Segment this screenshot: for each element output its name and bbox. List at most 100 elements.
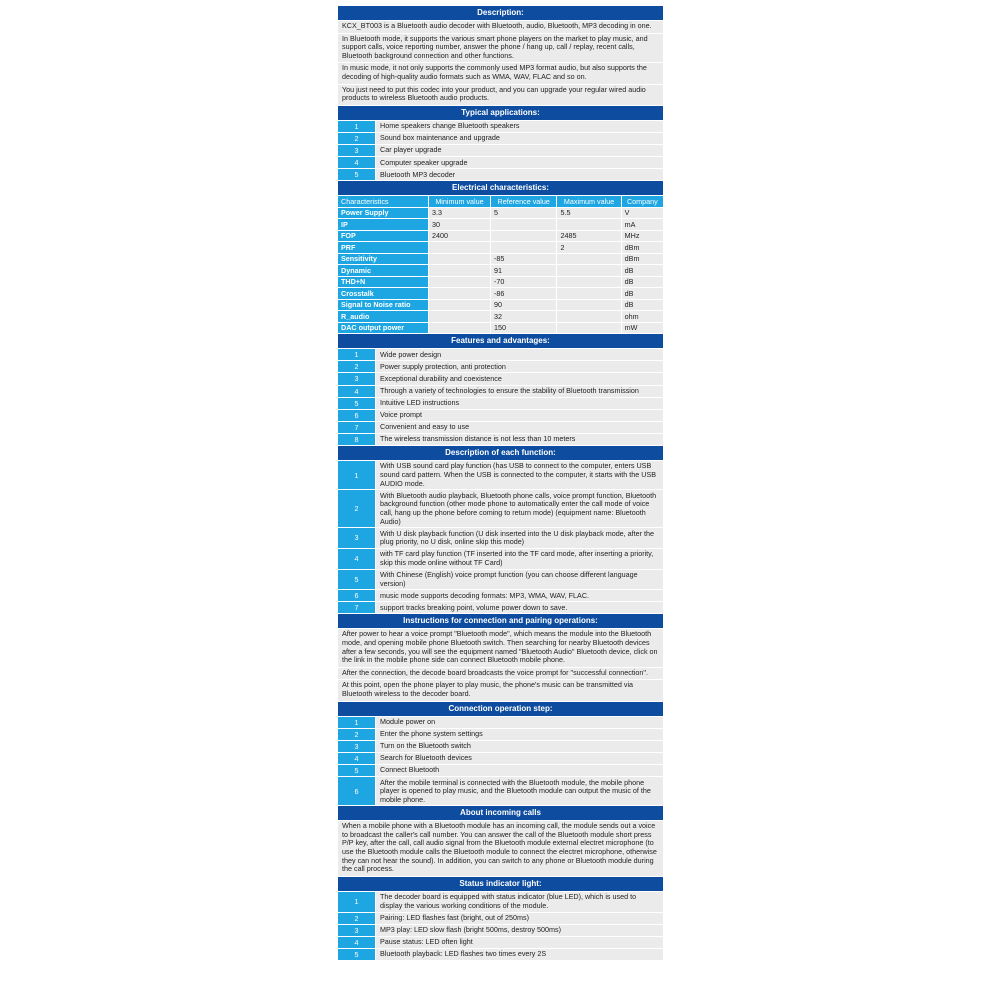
item-number: 2 — [338, 132, 375, 144]
item-number: 7 — [338, 421, 375, 433]
table-cell: -86 — [489, 288, 557, 299]
item-number: 4 — [338, 548, 375, 569]
description-paragraph: In music mode, it not only supports the … — [338, 63, 663, 84]
row-label: Power Supply — [338, 207, 428, 219]
functions-list-item: 6 music mode supports decoding formats: M… — [338, 590, 663, 602]
row-label: THD+N — [338, 276, 428, 288]
table-cell: -85 — [489, 253, 557, 265]
item-text: with TF card play function (TF inserted … — [376, 548, 663, 569]
item-text: Sound box maintenance and upgrade — [376, 132, 663, 144]
column-header: Reference value — [489, 196, 557, 207]
table-cell — [428, 265, 490, 276]
functions-list-item: 7 support tracks breaking point, volume p… — [338, 602, 663, 614]
item-number: 5 — [338, 764, 375, 776]
item-text: music mode supports decoding formats: MP… — [376, 590, 663, 602]
item-text: MP3 play: LED slow flash (bright 500ms, … — [376, 924, 663, 936]
functions-list-item: 4 with TF card play function (TF inserted… — [338, 548, 663, 569]
item-number: 5 — [338, 569, 375, 590]
row-label: FOP — [338, 230, 428, 242]
item-text: Voice prompt — [376, 409, 663, 421]
table-row: Power Supply 3.3 5 5.5 V — [338, 207, 663, 219]
table-cell — [428, 253, 490, 265]
item-number: 7 — [338, 602, 375, 614]
functions-header: Description of each function: — [338, 445, 663, 460]
column-header: Minimum value — [428, 196, 490, 207]
calls-header: About incoming calls — [338, 806, 663, 821]
item-number: 2 — [338, 912, 375, 924]
table-cell: dB — [620, 288, 663, 299]
item-text: With U disk playback function (U disk in… — [376, 528, 663, 548]
table-cell — [428, 276, 490, 288]
item-number: 6 — [338, 777, 375, 806]
row-label: Crosstalk — [338, 288, 428, 299]
column-header: Maximum value — [556, 196, 621, 207]
row-label: IP — [338, 219, 428, 230]
status-list-item: 4 Pause status: LED often light — [338, 936, 663, 948]
item-text: Module power on — [376, 716, 663, 728]
table-cell — [556, 311, 621, 322]
table-cell — [428, 322, 490, 334]
applications-header: Typical applications: — [338, 105, 663, 120]
table-cell — [489, 230, 557, 242]
status-header: Status indicator light: — [338, 876, 663, 891]
table-cell: mW — [620, 322, 663, 334]
row-label: Sensitivity — [338, 253, 428, 265]
item-number: 4 — [338, 157, 375, 169]
table-cell — [428, 288, 490, 299]
table-cell — [556, 288, 621, 299]
table-cell: dB — [620, 299, 663, 311]
item-text: Pairing: LED flashes fast (bright, out o… — [376, 912, 663, 924]
features-list-item: 8 The wireless transmission distance is n… — [338, 433, 663, 445]
steps-section: Connection operation step: 1 Module power … — [338, 701, 663, 806]
item-text: Connect Bluetooth — [376, 764, 663, 776]
item-number: 6 — [338, 409, 375, 421]
item-number: 5 — [338, 169, 375, 181]
features-list-item: 3 Exceptional durability and coexistence — [338, 373, 663, 385]
table-cell: 2 — [556, 242, 621, 253]
item-number: 3 — [338, 924, 375, 936]
features-list-item: 7 Convenient and easy to use — [338, 421, 663, 433]
table-row: THD+N -70 dB — [338, 276, 663, 288]
item-text: Enter the phone system settings — [376, 728, 663, 740]
status-list-item: 5 Bluetooth playback: LED flashes two tim… — [338, 948, 663, 960]
table-cell — [556, 276, 621, 288]
item-number: 3 — [338, 528, 375, 548]
item-number: 1 — [338, 891, 375, 912]
applications-list-item: 3 Car player upgrade — [338, 144, 663, 157]
table-cell: 5.5 — [556, 207, 621, 219]
item-number: 5 — [338, 397, 375, 409]
item-text: Turn on the Bluetooth switch — [376, 740, 663, 752]
table-row: Signal to Noise ratio 90 dB — [338, 299, 663, 311]
item-number: 3 — [338, 373, 375, 385]
item-text: With Bluetooth audio playback, Bluetooth… — [376, 490, 663, 528]
row-label: Dynamic — [338, 265, 428, 276]
item-text: Wide power design — [376, 349, 663, 361]
table-row: FOP 2400 2485 MHz — [338, 230, 663, 242]
status-list-item: 3 MP3 play: LED slow flash (bright 500ms,… — [338, 924, 663, 936]
status-section: Status indicator light: 1 The decoder boar… — [338, 876, 663, 960]
table-cell — [556, 322, 621, 334]
row-label: R_audio — [338, 311, 428, 322]
steps-list-item: 3 Turn on the Bluetooth switch — [338, 740, 663, 752]
item-text: Pause status: LED often light — [376, 936, 663, 948]
steps-list-item: 4 Search for Bluetooth devices — [338, 752, 663, 764]
table-cell: -70 — [489, 276, 557, 288]
features-list-item: 6 Voice prompt — [338, 409, 663, 421]
table-cell — [489, 219, 557, 230]
table-cell — [489, 242, 557, 253]
table-cell: 2400 — [428, 230, 490, 242]
item-text: After the mobile terminal is connected w… — [376, 777, 663, 806]
instructions-paragraph: After the connection, the decode board b… — [338, 667, 663, 680]
features-header: Features and advantages: — [338, 334, 663, 349]
table-cell: dBm — [620, 242, 663, 253]
item-number: 1 — [338, 716, 375, 728]
table-cell: V — [620, 207, 663, 219]
instructions-paragraph: At this point, open the phone player to … — [338, 680, 663, 701]
table-cell: 3.3 — [428, 207, 490, 219]
table-cell: mA — [620, 219, 663, 230]
steps-list-item: 1 Module power on — [338, 716, 663, 728]
steps-list-item: 2 Enter the phone system settings — [338, 728, 663, 740]
table-row: IP 30 mA — [338, 219, 663, 230]
steps-header: Connection operation step: — [338, 701, 663, 716]
table-cell — [556, 219, 621, 230]
